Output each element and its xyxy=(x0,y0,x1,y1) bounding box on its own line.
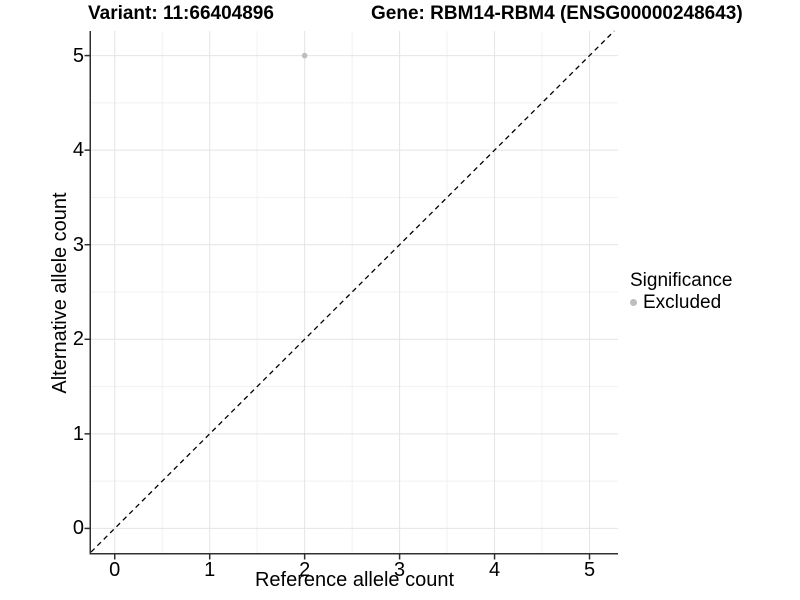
x-tick-label: 4 xyxy=(488,559,501,581)
variant-title: Variant: 11:66404896 xyxy=(88,3,274,24)
y-tick-label: 2 xyxy=(72,328,84,351)
y-tick-label: 1 xyxy=(72,422,84,445)
x-tick-label: 5 xyxy=(583,559,596,581)
y-tick-label: 5 xyxy=(72,44,84,67)
legend-item-label: Excluded xyxy=(643,292,722,313)
y-tick-label: 3 xyxy=(72,233,84,256)
legend-title: Significance xyxy=(630,270,733,291)
x-tick-label: 0 xyxy=(109,559,121,581)
x-tick-label: 1 xyxy=(204,559,216,581)
identity-line xyxy=(90,30,615,553)
legend: Significance Excluded xyxy=(630,270,732,313)
legend-items: Excluded xyxy=(630,292,732,313)
data-point xyxy=(301,52,308,59)
x-tick-label: 2 xyxy=(299,559,311,581)
y-tick-label: 4 xyxy=(72,139,84,162)
y-tick-label: 0 xyxy=(72,517,84,540)
circle-icon xyxy=(630,299,637,306)
legend-item-excluded: Excluded xyxy=(630,292,732,313)
x-tick-label: 3 xyxy=(394,559,406,581)
gene-title: Gene: RBM14-RBM4 (ENSG00000248643) xyxy=(371,3,743,24)
y-axis-title: Alternative allele count xyxy=(49,192,71,394)
x-axis-title: Reference allele count xyxy=(254,569,454,591)
